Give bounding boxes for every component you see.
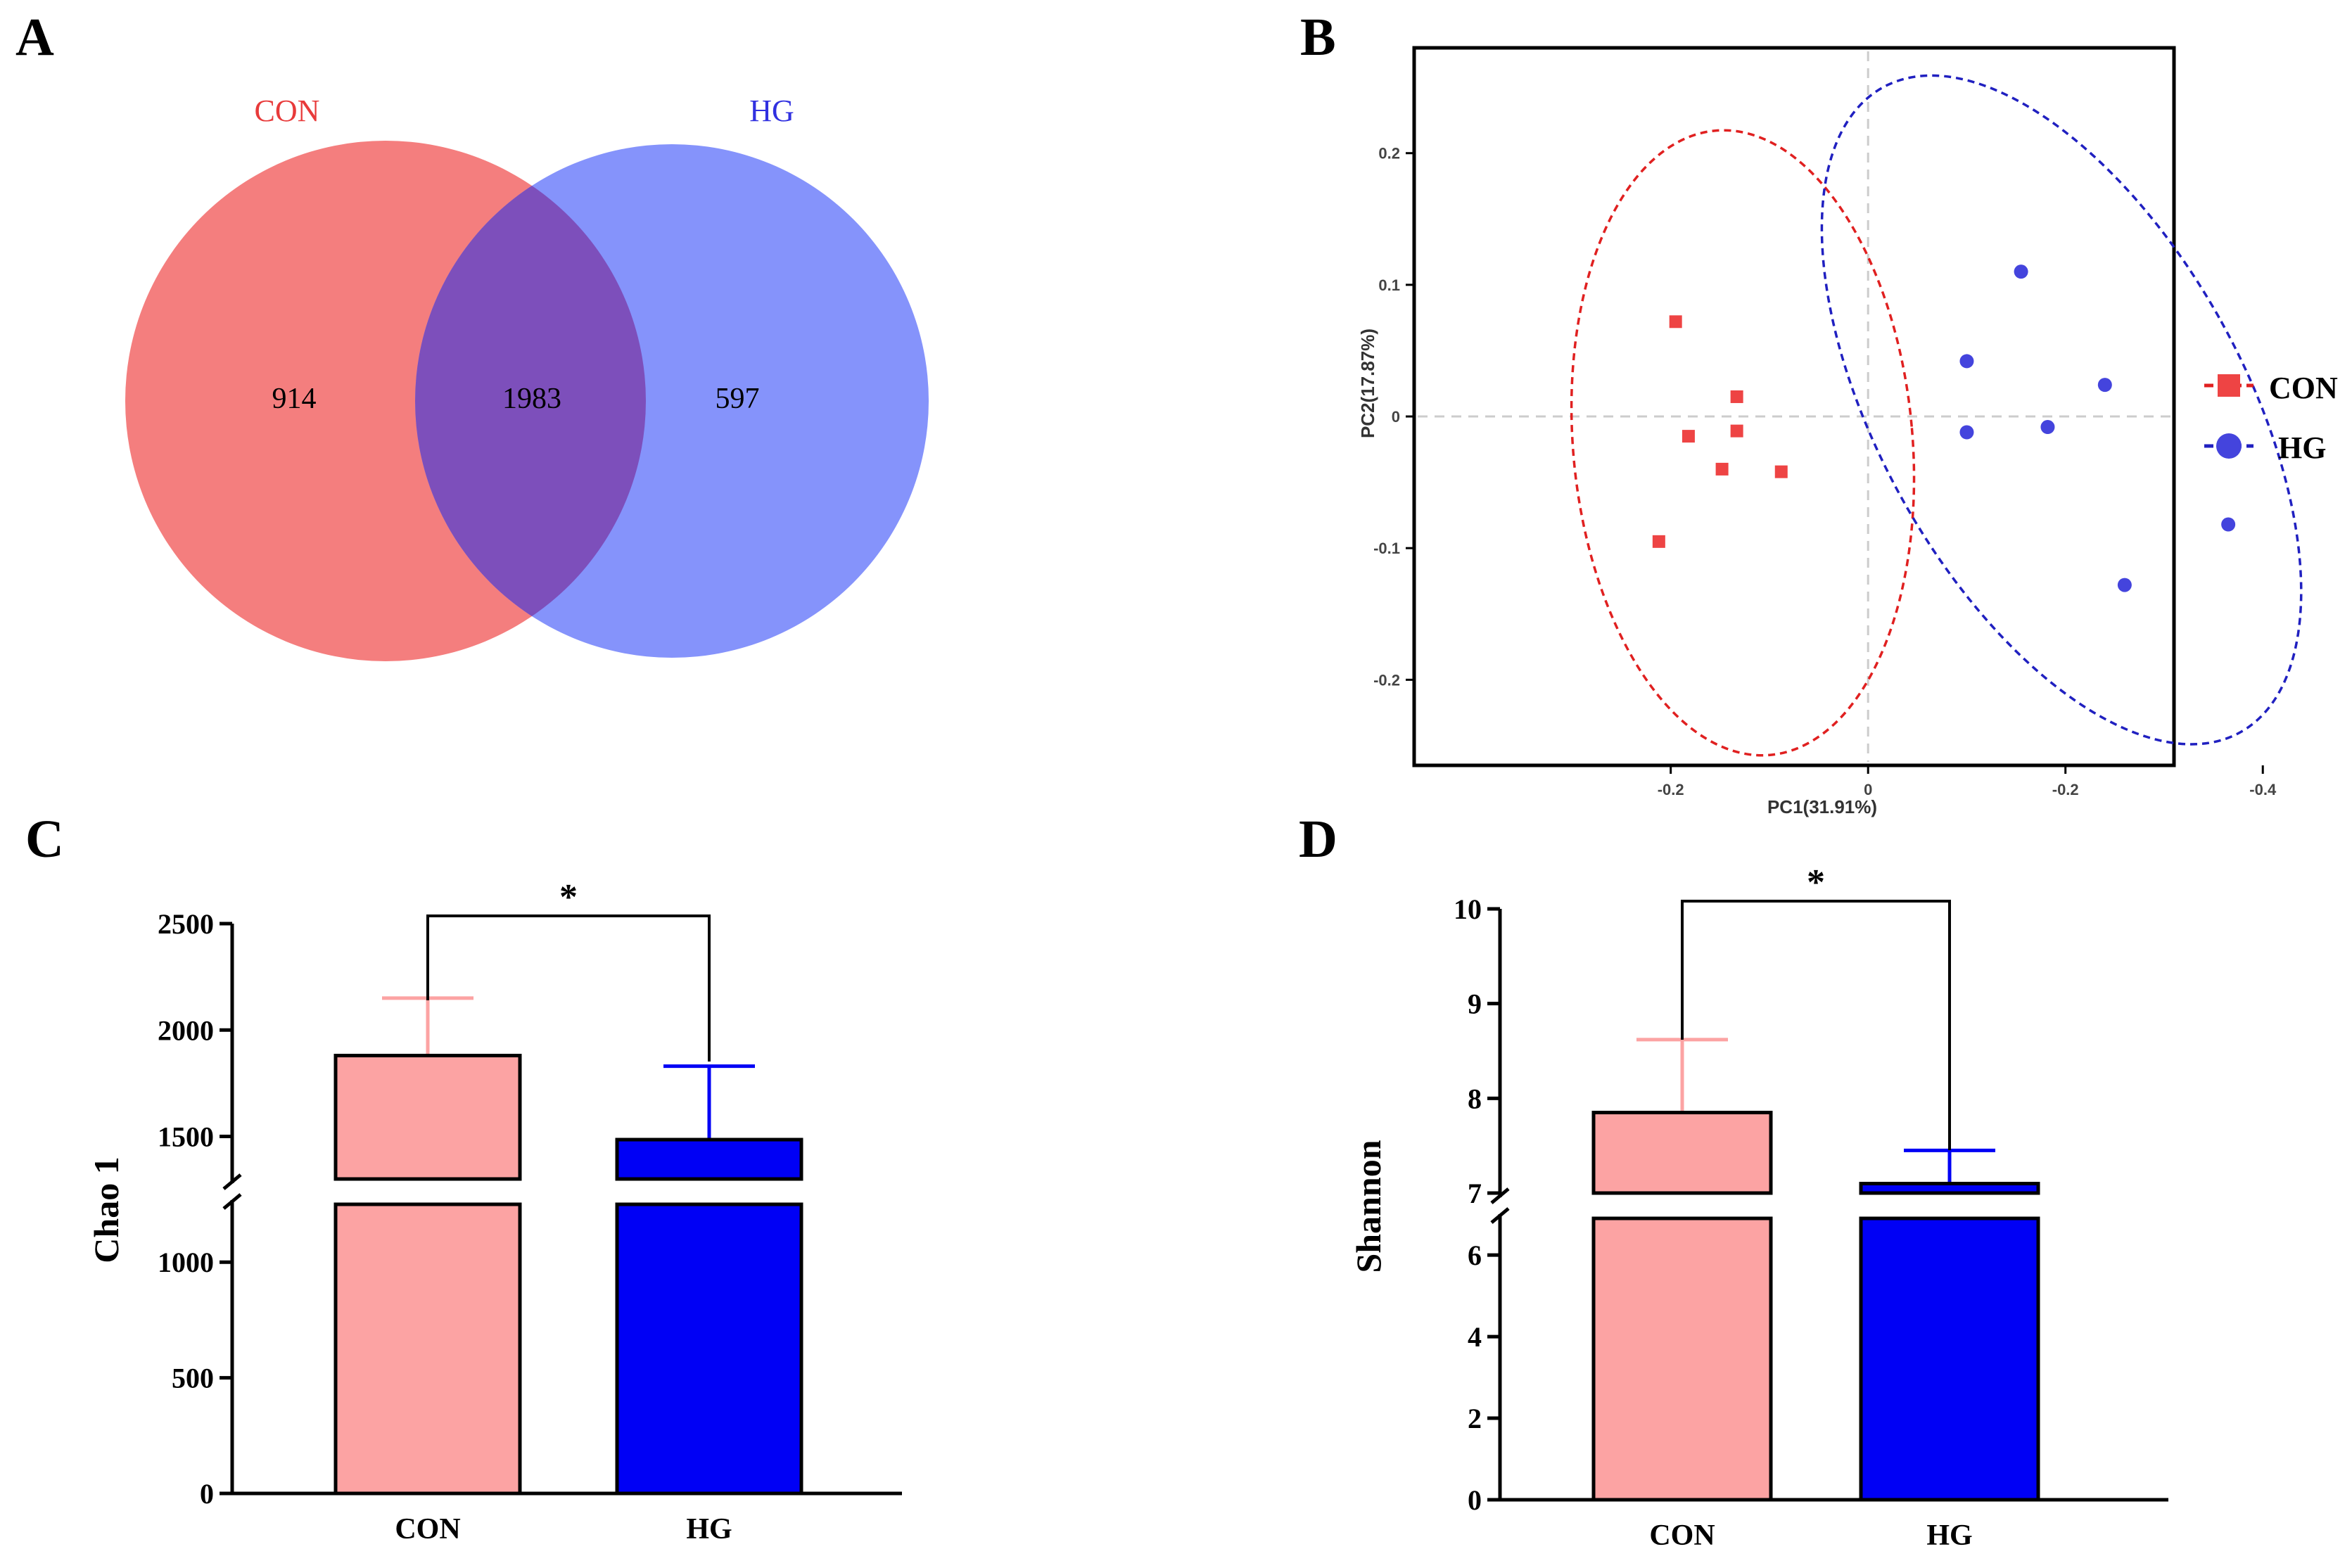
venn-label-con: CON bbox=[255, 94, 320, 128]
panel-b: B -0.2 0 -0.2 -0.4 0.2 0.1 0 -0.1 -0.2 PC1(31.9… bbox=[1300, 8, 2338, 817]
significance-marker: * bbox=[1807, 862, 1825, 903]
panel-c: C Chao 1 0 500 1000 1500 2000 2500 CON HG * bbox=[25, 810, 902, 1545]
pca-point-hg bbox=[1959, 425, 1974, 440]
pca-y-tick-label: 0.2 bbox=[1378, 145, 1400, 162]
pca-point-con bbox=[1774, 465, 1788, 478]
pca-legend: CON HG bbox=[2204, 371, 2338, 465]
pca-point-con bbox=[1730, 424, 1743, 438]
bar-upper-hg bbox=[1859, 1182, 2040, 1195]
axis-break-mark bbox=[1490, 1207, 1510, 1224]
x-tick-label: HG bbox=[686, 1513, 732, 1545]
pca-y-ticks: 0.2 0.1 0 -0.1 -0.2 bbox=[1373, 145, 1414, 689]
pca-ellipses bbox=[1570, 74, 2303, 757]
shannon-y-axis-title: Shannon bbox=[1349, 1140, 1388, 1273]
y-tick-label: 2 bbox=[1468, 1403, 1482, 1434]
axis-break-mark bbox=[222, 1173, 242, 1190]
venn-count-con: 914 bbox=[272, 383, 317, 415]
venn-label-hg: HG bbox=[749, 94, 794, 128]
panel-d: D Shannon 0 2 4 6 7 8 9 10 CON HG * bbox=[1299, 810, 2168, 1552]
legend-marker-hg bbox=[2216, 433, 2242, 459]
y-tick-label: 500 bbox=[172, 1363, 214, 1394]
y-tick-label: 10 bbox=[1454, 893, 1482, 925]
y-tick-label: 1500 bbox=[158, 1121, 214, 1153]
pca-x-tick-label: -0.2 bbox=[2052, 781, 2079, 798]
bar-upper-con bbox=[333, 1054, 522, 1181]
y-tick-label: 2000 bbox=[158, 1014, 214, 1046]
axis-break-mark bbox=[1490, 1187, 1510, 1204]
pca-point-hg bbox=[2117, 578, 2132, 592]
pca-point-hg bbox=[2221, 517, 2236, 532]
pca-point-con bbox=[1730, 390, 1743, 403]
y-tick-label: 1000 bbox=[158, 1247, 214, 1278]
y-tick-label: 0 bbox=[200, 1478, 214, 1510]
pca-y-tick-label: 0.1 bbox=[1378, 276, 1400, 294]
panel-letter-a: A bbox=[15, 8, 54, 67]
y-tick-label: 6 bbox=[1468, 1239, 1482, 1271]
venn-count-hg: 597 bbox=[716, 383, 760, 415]
pca-point-hg bbox=[2097, 378, 2112, 393]
venn-overlap bbox=[415, 144, 646, 658]
bar-lower-con bbox=[1591, 1216, 1773, 1502]
pca-x-tick-label: 0 bbox=[1864, 781, 1872, 798]
bar-upper-hg bbox=[615, 1137, 803, 1181]
chao1-y-axis-title: Chao 1 bbox=[87, 1156, 126, 1263]
y-tick-label: 7 bbox=[1468, 1178, 1482, 1209]
pca-y-tick-label: -0.1 bbox=[1373, 540, 1400, 557]
legend-marker-con bbox=[2218, 374, 2240, 397]
x-tick-label: HG bbox=[1926, 1519, 1972, 1552]
pca-plot-frame bbox=[1412, 46, 2176, 767]
pca-point-con bbox=[1682, 430, 1695, 443]
bar-lower-hg bbox=[1859, 1216, 2040, 1502]
pca-x-tick-label: -0.2 bbox=[1658, 781, 1684, 798]
confidence-ellipse-con bbox=[1570, 129, 1916, 757]
pca-point-con bbox=[1652, 535, 1665, 548]
panel-letter-c: C bbox=[25, 810, 64, 869]
legend-label-hg: HG bbox=[2278, 431, 2326, 465]
pca-y-axis-title: PC2(17.87%) bbox=[1357, 329, 1378, 438]
pca-x-tick-label: -0.4 bbox=[2249, 781, 2277, 798]
y-tick-label: 4 bbox=[1468, 1321, 1482, 1353]
pca-reference-lines bbox=[1418, 51, 2170, 762]
pca-x-axis-title: PC1(31.91%) bbox=[1767, 796, 1877, 817]
significance-bracket bbox=[1681, 900, 1951, 1150]
pca-x-ticks: -0.2 0 -0.2 -0.4 bbox=[1658, 765, 2277, 798]
significance-bracket bbox=[426, 914, 711, 1062]
bar-lower-hg bbox=[615, 1202, 803, 1496]
chao1-chart: 0 500 1000 1500 2000 2500 CON HG * bbox=[158, 877, 902, 1545]
bar-lower-con bbox=[333, 1202, 522, 1496]
panel-a: A CON HG 914 1983 597 bbox=[15, 8, 929, 661]
legend-label-con: CON bbox=[2269, 371, 2338, 405]
y-tick-label: 8 bbox=[1468, 1083, 1482, 1114]
significance-marker: * bbox=[559, 877, 578, 917]
y-tick-label: 9 bbox=[1468, 988, 1482, 1020]
panel-letter-b: B bbox=[1300, 8, 1336, 67]
confidence-ellipse-hg bbox=[1820, 74, 2303, 746]
axis-break-mark bbox=[222, 1193, 242, 1210]
pca-points bbox=[1652, 264, 2236, 592]
y-tick-label: 0 bbox=[1468, 1484, 1482, 1516]
bar-upper-con bbox=[1591, 1111, 1773, 1195]
legend-item-con: CON bbox=[2204, 371, 2338, 405]
pca-point-con bbox=[1669, 315, 1682, 329]
venn-count-overlap: 1983 bbox=[502, 383, 561, 415]
legend-item-hg: HG bbox=[2204, 431, 2326, 465]
pca-point-hg bbox=[2040, 420, 2055, 435]
venn-intersection bbox=[415, 144, 646, 658]
pca-point-hg bbox=[2014, 264, 2028, 279]
x-tick-label: CON bbox=[1649, 1519, 1715, 1552]
shannon-chart: 0 2 4 6 7 8 9 10 CON HG * bbox=[1454, 862, 2168, 1552]
pca-point-con bbox=[1715, 462, 1729, 476]
y-tick-label: 2500 bbox=[158, 908, 214, 940]
pca-y-tick-label: 0 bbox=[1392, 408, 1400, 426]
panel-letter-d: D bbox=[1299, 810, 1337, 869]
pca-y-tick-label: -0.2 bbox=[1373, 671, 1400, 689]
x-tick-label: CON bbox=[395, 1513, 460, 1545]
pca-point-hg bbox=[1959, 354, 1974, 369]
